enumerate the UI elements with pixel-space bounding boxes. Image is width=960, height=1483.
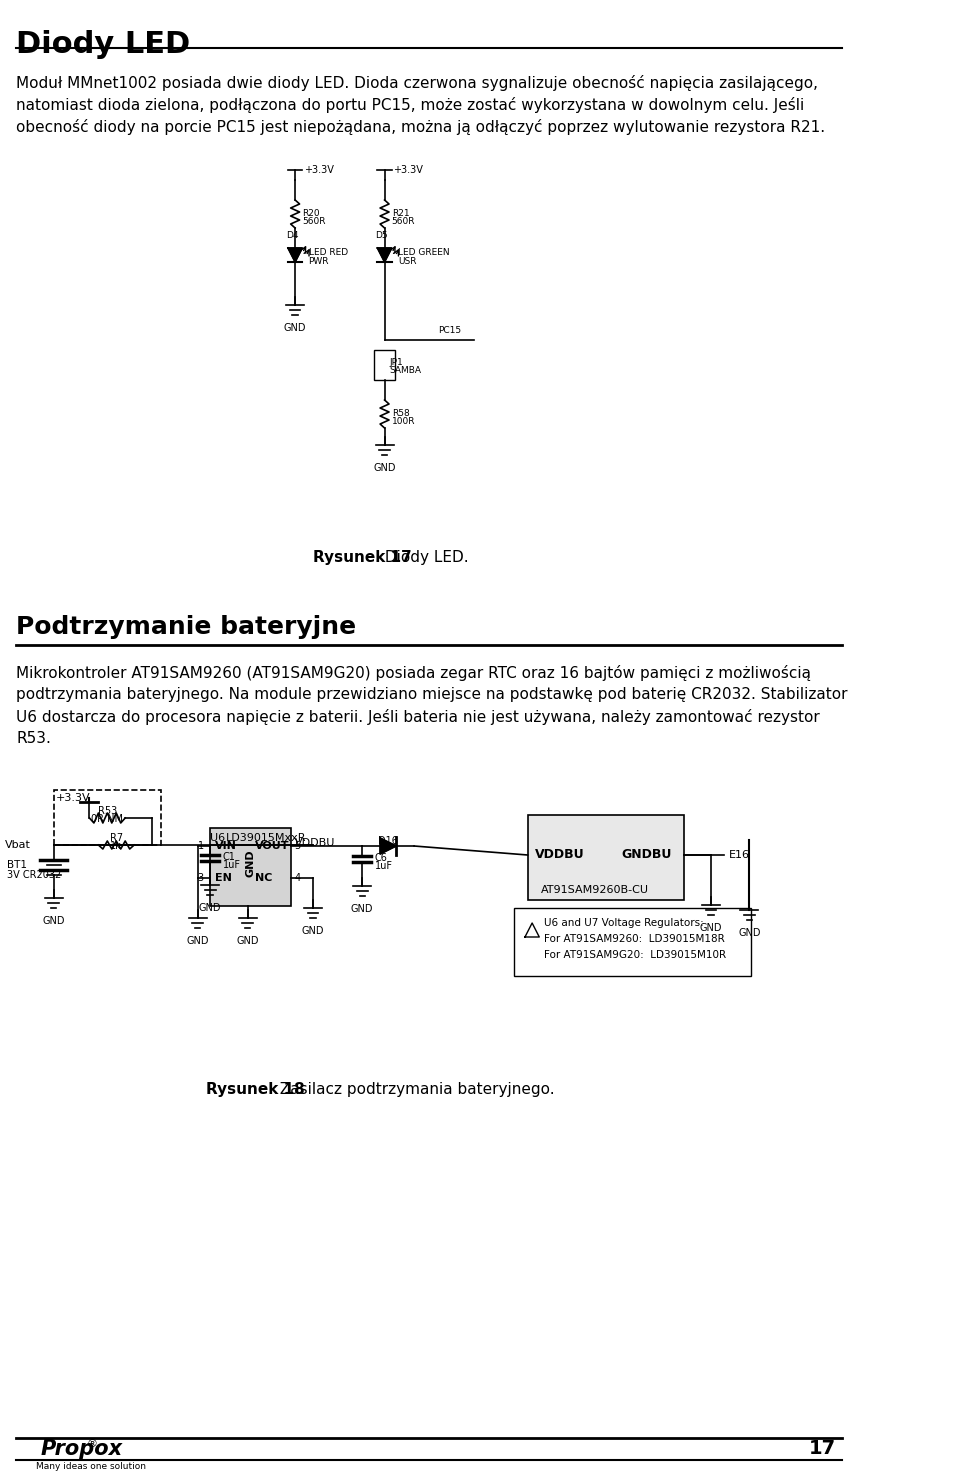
Text: Rysunek 18: Rysunek 18 [205,1083,304,1097]
Text: +3.3V: +3.3V [394,165,423,175]
Text: 1k: 1k [110,841,122,851]
Text: Diody LED.: Diody LED. [380,550,468,565]
Text: natomiast dioda zielona, podłączona do portu PC15, może zostać wykorzystana w do: natomiast dioda zielona, podłączona do p… [16,96,804,113]
Text: obecność diody na porcie PC15 jest niepożądana, można ją odłączyć poprzez wyluto: obecność diody na porcie PC15 jest niepo… [16,119,826,135]
Text: Moduł MMnet1002 posiada dwie diody LED. Dioda czerwona sygnalizuje obecność napi: Moduł MMnet1002 posiada dwie diody LED. … [16,76,818,90]
Text: 560R: 560R [302,218,325,227]
Text: ®: ® [86,1439,98,1449]
Text: 3V CR2032: 3V CR2032 [7,871,61,879]
Text: GND: GND [246,850,256,876]
Text: VDDBU: VDDBU [295,838,335,848]
Text: Rysunek 17: Rysunek 17 [313,550,412,565]
Text: Vbat: Vbat [5,839,31,850]
Text: NC: NC [255,873,273,882]
Text: U6 dostarcza do procesora napięcie z baterii. Jeśli bateria nie jest używana, na: U6 dostarcza do procesora napięcie z bat… [16,709,820,725]
Text: 1uF: 1uF [223,860,241,871]
Text: GND: GND [301,925,324,936]
Text: 5: 5 [294,841,300,851]
Text: 1uF: 1uF [374,862,393,871]
Text: For AT91SAM9G20:  LD39015M10R: For AT91SAM9G20: LD39015M10R [543,951,726,960]
Text: Propox: Propox [40,1439,122,1459]
Text: BT1: BT1 [7,860,27,871]
Text: PWR: PWR [308,257,329,265]
Text: Zasilacz podtrzymania bateryjnego.: Zasilacz podtrzymania bateryjnego. [276,1083,555,1097]
Text: R7: R7 [109,833,123,842]
Text: Diody LED: Diody LED [16,30,190,59]
Text: GND: GND [373,463,396,473]
Text: D5: D5 [375,231,388,240]
Text: 100R: 100R [392,418,416,427]
Text: VOUT: VOUT [255,841,289,851]
Text: +3.3V: +3.3V [304,165,334,175]
Text: GND: GND [186,936,209,946]
Text: 560R: 560R [392,218,416,227]
Bar [210,828,291,906]
Text: AT91SAM9260B-CU: AT91SAM9260B-CU [541,885,649,896]
Text: D4: D4 [286,231,299,240]
Text: GND: GND [284,323,306,334]
Text: C1: C1 [223,853,235,862]
Text: U6 and U7 Voltage Regulators:: U6 and U7 Voltage Regulators: [543,918,704,928]
Text: For AT91SAM9260:  LD39015M18R: For AT91SAM9260: LD39015M18R [543,934,725,945]
Text: U6: U6 [210,833,226,842]
Text: Mikrokontroler AT91SAM9260 (AT91SAM9G20) posiada zegar RTC oraz 16 bajtów pamięc: Mikrokontroler AT91SAM9260 (AT91SAM9G20)… [16,664,811,681]
Text: podtrzymania bateryjnego. Na module przewidziano miejsce na podstawkę pod bateri: podtrzymania bateryjnego. Na module prze… [16,687,848,701]
Text: SAMBA: SAMBA [389,366,421,375]
Text: LD39015MxxR: LD39015MxxR [227,833,307,842]
Text: VDDBU: VDDBU [535,848,585,862]
Text: EN: EN [215,873,231,882]
Text: 1: 1 [198,841,204,851]
Text: VIN: VIN [215,841,236,851]
Text: JP1: JP1 [389,357,403,366]
Bar [373,350,396,380]
Polygon shape [288,248,302,262]
Text: GND: GND [700,922,722,933]
Text: R20: R20 [302,209,320,218]
Text: Many ideas one solution: Many ideas one solution [36,1462,146,1471]
Text: GND: GND [351,905,373,914]
Text: R53.: R53. [16,731,51,746]
Text: LED GREEN: LED GREEN [398,248,449,257]
Text: 17: 17 [809,1440,836,1458]
Text: C6: C6 [374,853,388,863]
Text: GND: GND [738,928,760,939]
Text: Podtrzymanie bateryjne: Podtrzymanie bateryjne [16,615,356,639]
Polygon shape [380,838,396,854]
Text: GND: GND [199,903,222,914]
Text: R53: R53 [98,805,117,816]
Text: LED RED: LED RED [308,248,348,257]
Text: +3.3V: +3.3V [56,793,90,802]
Bar [515,908,752,976]
Polygon shape [377,248,392,262]
Bar [528,816,684,900]
Text: 4: 4 [294,873,300,882]
Text: D16: D16 [378,836,398,845]
Text: PC15: PC15 [438,326,462,335]
Text: R21: R21 [392,209,409,218]
Text: R58: R58 [392,409,410,418]
Text: USR: USR [398,257,417,265]
Text: GND: GND [236,936,259,946]
FancyBboxPatch shape [54,790,161,845]
Text: E16: E16 [729,850,750,860]
Text: GND: GND [42,916,65,925]
Text: 0R NM: 0R NM [91,814,123,825]
Text: GNDBU: GNDBU [621,848,672,862]
Text: 3: 3 [198,873,204,882]
